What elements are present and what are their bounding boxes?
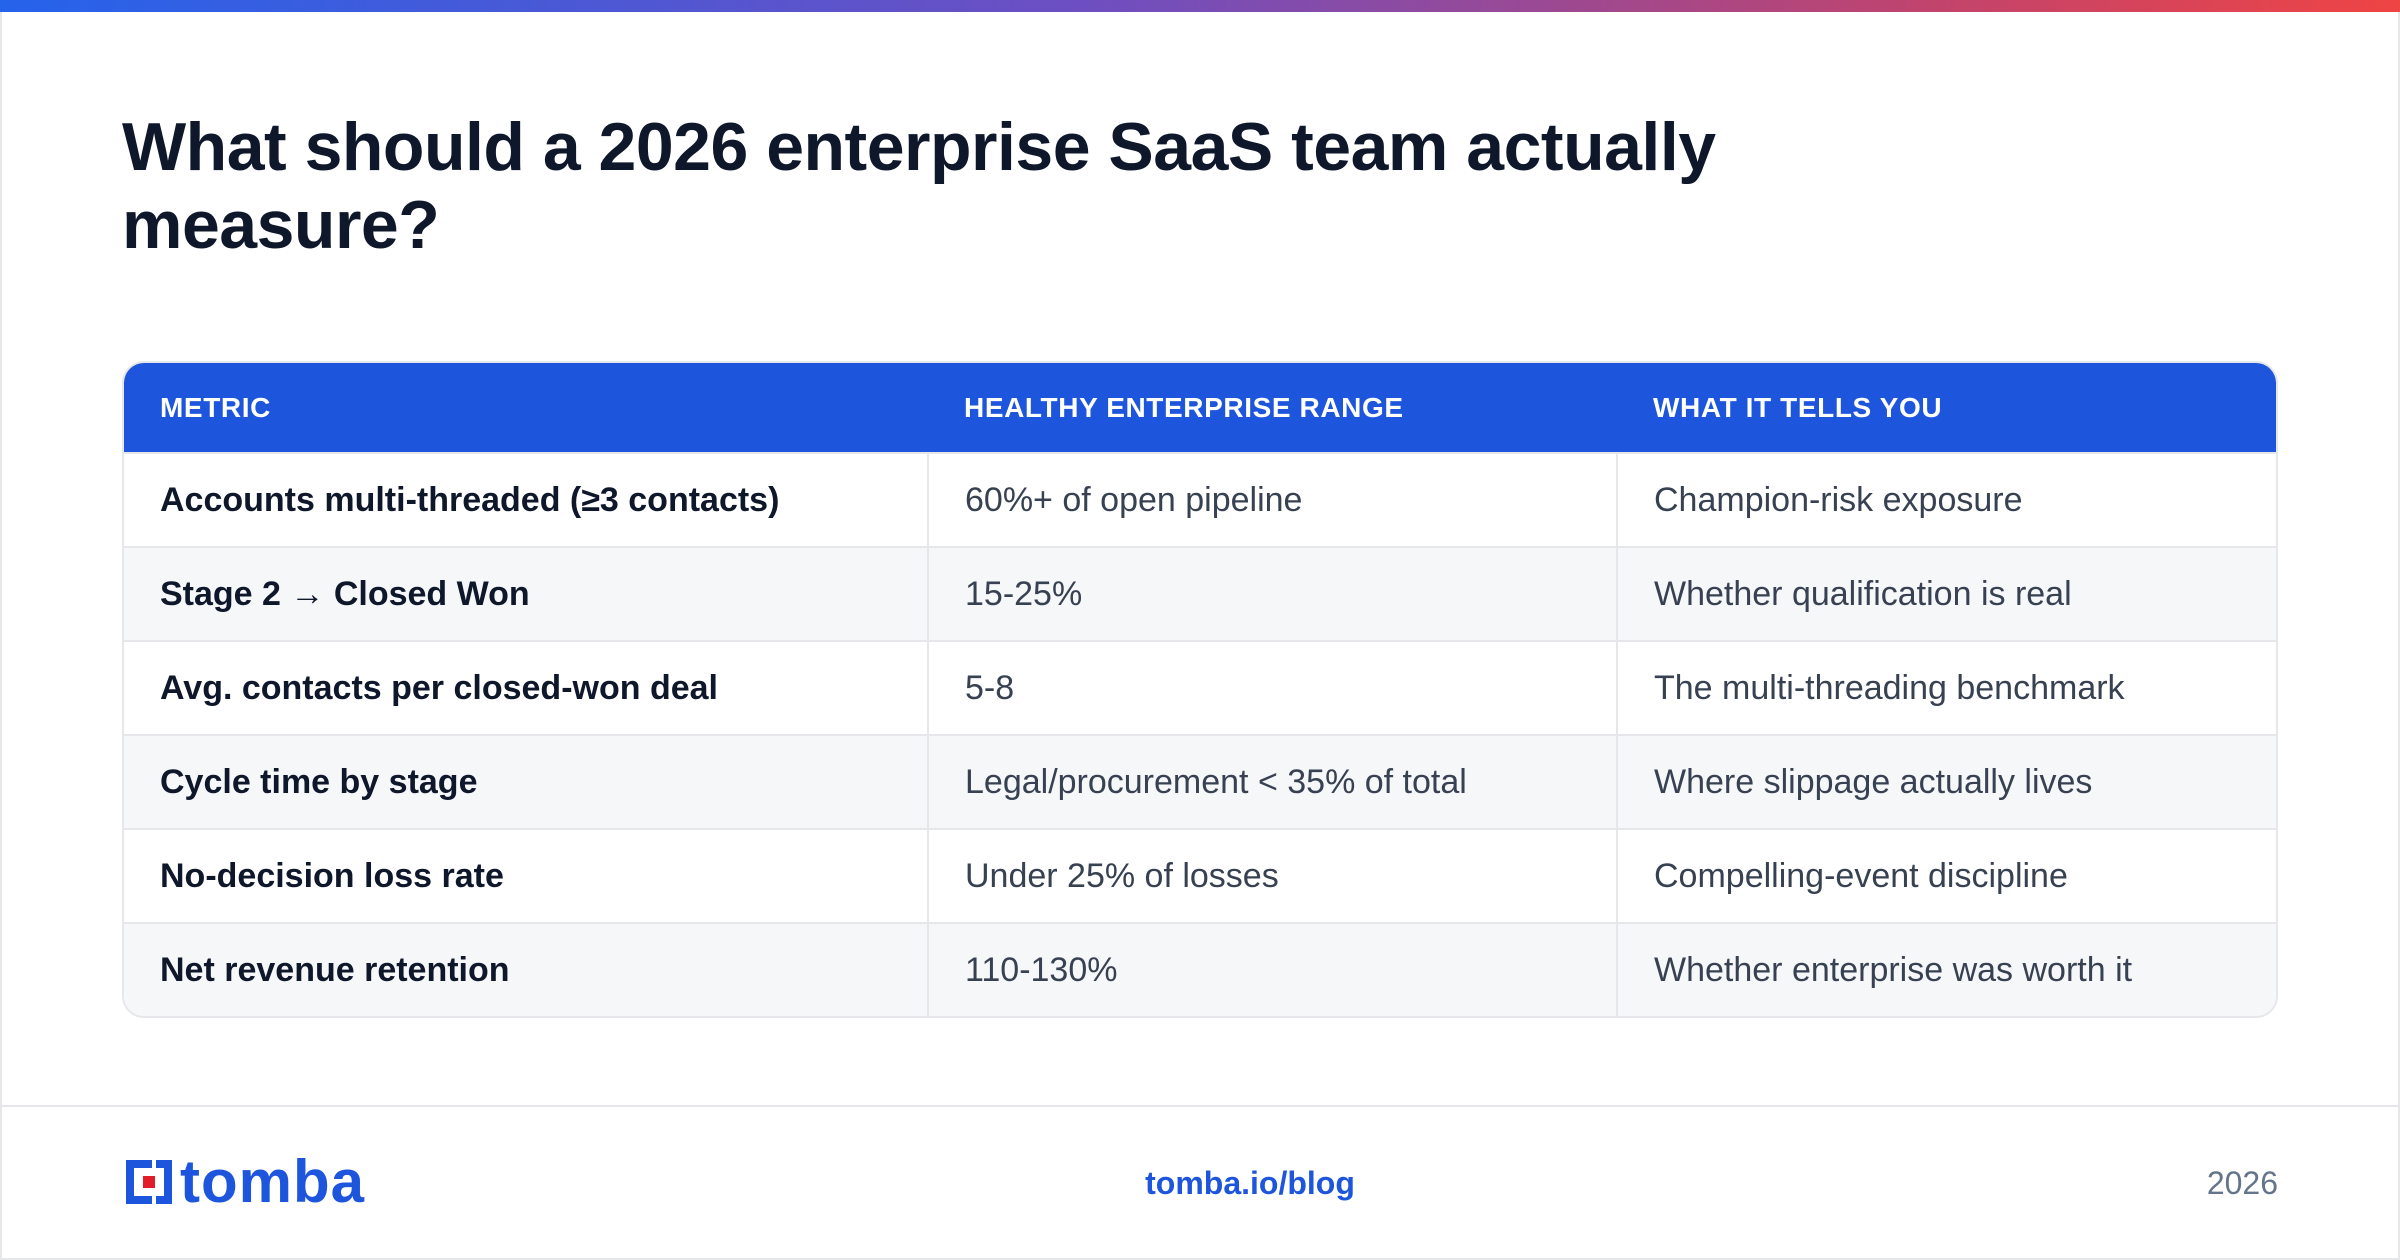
table-row: Stage 2 → Closed Won 15-25% Whether qual… xyxy=(124,547,2276,641)
range-cell: Legal/procurement < 35% of total xyxy=(927,735,1617,829)
range-cell: 110-130% xyxy=(927,923,1617,1016)
range-cell: 15-25% xyxy=(927,547,1617,641)
insight-cell: Champion-risk exposure xyxy=(1616,453,2276,547)
header-healthy-range: HEALTHY ENTERPRISE RANGE xyxy=(964,391,1404,423)
header-what-it-tells: WHAT IT TELLS YOU xyxy=(1653,391,1943,423)
table-row: Cycle time by stage Legal/procurement < … xyxy=(124,735,2276,829)
metric-cell: No-decision loss rate xyxy=(160,856,504,895)
footer-year: 2026 xyxy=(2206,1165,2278,1201)
range-cell: Under 25% of losses xyxy=(927,829,1617,923)
range-cell: 60%+ of open pipeline xyxy=(927,453,1617,547)
table-row: Net revenue retention 110-130% Whether e… xyxy=(124,923,2276,1016)
table-row: No-decision loss rate Under 25% of losse… xyxy=(124,829,2276,923)
gradient-accent-bar xyxy=(0,0,2400,12)
table-header-row: METRIC HEALTHY ENTERPRISE RANGE WHAT IT … xyxy=(124,363,2276,453)
header-metric: METRIC xyxy=(160,391,271,423)
insight-cell: Whether qualification is real xyxy=(1616,547,2276,641)
tomba-logo[interactable]: tomba xyxy=(122,1148,365,1215)
page-title: What should a 2026 enterprise SaaS team … xyxy=(122,109,1716,263)
table-row: Avg. contacts per closed-won deal 5-8 Th… xyxy=(124,641,2276,735)
table-row: Accounts multi-threaded (≥3 contacts) 60… xyxy=(124,453,2276,547)
logo-wordmark: tomba xyxy=(180,1148,365,1215)
tomba-logo-icon xyxy=(126,1160,172,1204)
metric-cell: Avg. contacts per closed-won deal xyxy=(160,668,718,707)
footer-divider xyxy=(0,1105,2400,1107)
metric-cell: Stage 2 → Closed Won xyxy=(160,574,530,613)
blog-link[interactable]: tomba.io/blog xyxy=(1145,1165,1355,1201)
insight-cell: Where slippage actually lives xyxy=(1616,735,2276,829)
insight-cell: Compelling-event discipline xyxy=(1616,829,2276,923)
metric-cell: Accounts multi-threaded (≥3 contacts) xyxy=(160,480,780,519)
metric-cell: Cycle time by stage xyxy=(160,762,478,801)
range-cell: 5-8 xyxy=(927,641,1617,735)
metrics-table: METRIC HEALTHY ENTERPRISE RANGE WHAT IT … xyxy=(122,361,2278,1018)
insight-cell: Whether enterprise was worth it xyxy=(1616,923,2276,1016)
metric-cell: Net revenue retention xyxy=(160,951,510,989)
insight-cell: The multi-threading benchmark xyxy=(1616,641,2276,735)
